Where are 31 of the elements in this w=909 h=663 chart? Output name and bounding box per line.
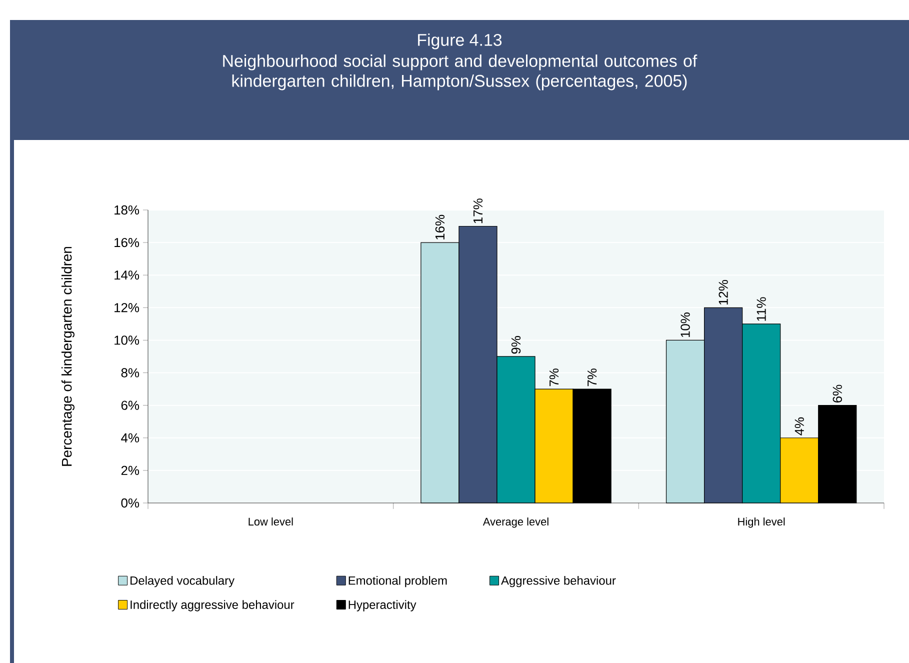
data-label: 12%: [718, 280, 728, 304]
y-tick-label: 10%: [114, 336, 140, 345]
data-label: 11%: [756, 297, 766, 321]
data-label: 10%: [680, 312, 690, 338]
data-label: 7%: [550, 368, 559, 386]
y-tick-label: 16%: [114, 238, 140, 248]
y-tick-label: 14%: [114, 270, 140, 280]
data-label: 6%: [832, 384, 842, 402]
legend-label: Delayed vocabulary: [130, 576, 235, 588]
data-label: 4%: [794, 417, 804, 436]
data-label: 7%: [588, 368, 597, 386]
data-label: 16%: [435, 214, 445, 240]
y-tick-label: 4%: [121, 433, 140, 442]
legend-label: Emotional problem: [348, 576, 447, 588]
data-label: 17%: [473, 198, 483, 224]
x-tick-label: High level: [738, 518, 785, 528]
legend-label: Indirectly aggressive behaviour: [130, 600, 294, 612]
y-tick-label: 2%: [121, 466, 140, 475]
chart-subtitle: Neighbourhood social support and developmental outcomes of kindergarten children, Hampton/Sussex (percentages, 2005): [223, 54, 698, 90]
x-tick-label: Low level: [248, 518, 293, 526]
y-tick-label: 6%: [121, 400, 140, 410]
y-tick-label: 12%: [114, 303, 140, 312]
y-tick-label: 0%: [121, 498, 140, 508]
x-tick-label: Average level: [482, 518, 548, 528]
y-tick-label: 8%: [121, 368, 140, 378]
y-axis-title: Percentage of kindergarten children: [61, 246, 74, 466]
data-label: 9%: [511, 336, 521, 354]
y-tick-label: 18%: [114, 205, 140, 215]
legend-label: Aggressive behaviour: [501, 576, 616, 588]
chart-title: Figure 4.13: [418, 34, 502, 50]
legend-label: Hyperactivity: [348, 600, 416, 612]
